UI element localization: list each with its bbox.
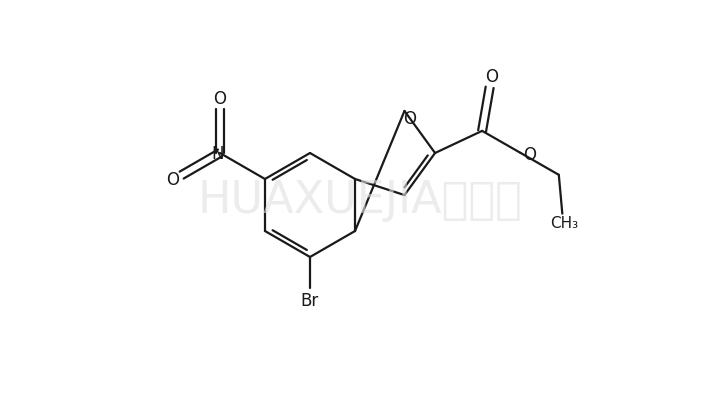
Text: O: O — [485, 68, 498, 86]
Text: Br: Br — [301, 292, 319, 310]
Text: CH₃: CH₃ — [549, 216, 578, 231]
Text: HUAXUEJIA化学加: HUAXUEJIA化学加 — [197, 178, 523, 222]
Text: O: O — [166, 171, 179, 189]
Text: O: O — [213, 90, 226, 108]
Text: O: O — [523, 146, 536, 164]
Text: O: O — [403, 110, 416, 128]
Text: N: N — [212, 145, 224, 163]
